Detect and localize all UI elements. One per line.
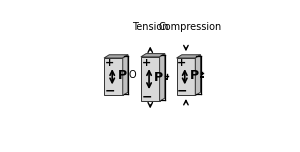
Text: −: − — [105, 84, 115, 97]
Text: +: + — [177, 58, 186, 68]
Text: +: + — [105, 58, 114, 68]
Polygon shape — [141, 54, 165, 57]
Text: P: P — [190, 69, 199, 82]
Text: −: − — [142, 90, 152, 103]
Text: O: O — [129, 70, 136, 80]
Polygon shape — [195, 55, 201, 95]
Polygon shape — [160, 54, 165, 101]
Text: −: − — [177, 84, 188, 97]
Polygon shape — [177, 55, 201, 58]
Text: P: P — [154, 71, 164, 84]
Text: Compression: Compression — [159, 22, 222, 32]
Polygon shape — [177, 58, 195, 95]
Text: P: P — [118, 69, 127, 82]
Text: +: + — [142, 58, 151, 68]
Text: Tension: Tension — [132, 22, 169, 32]
Polygon shape — [123, 55, 128, 95]
Polygon shape — [104, 55, 128, 58]
Polygon shape — [141, 57, 160, 101]
Polygon shape — [104, 58, 123, 95]
